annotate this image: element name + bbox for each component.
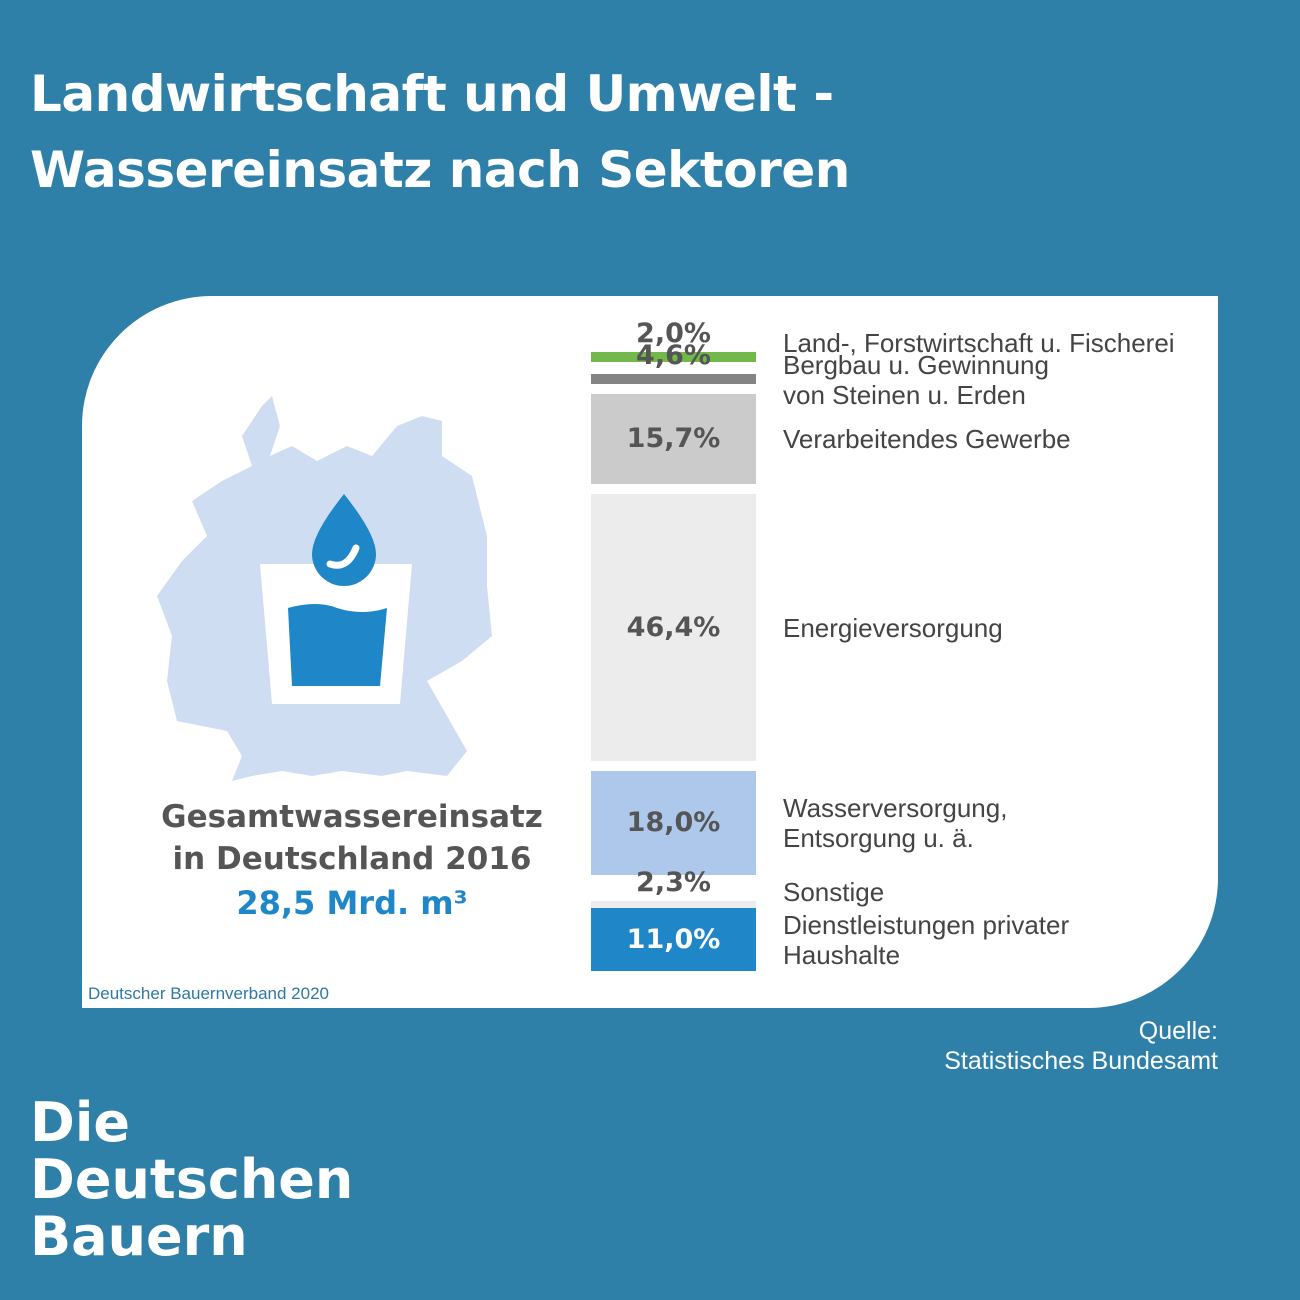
credit-text: Deutscher Bauernverband 2020 bbox=[88, 984, 329, 1003]
brand-line-3: Bauern bbox=[30, 1205, 248, 1268]
total-title-line-1: Gesamtwassereinsatz bbox=[161, 799, 543, 835]
bar-segment bbox=[591, 908, 756, 971]
bar-segment bbox=[591, 901, 756, 911]
bar-value-label: 2,3% bbox=[636, 867, 711, 898]
bar-value-label: 4,6% bbox=[636, 340, 711, 371]
brand-logo-text: Die Deutschen Bauern bbox=[30, 1094, 353, 1265]
water-in-glass bbox=[288, 604, 387, 686]
source-name: Statistisches Bundesamt bbox=[944, 1047, 1218, 1075]
brand-line-1: Die bbox=[30, 1091, 130, 1154]
bar-value-label: 11,0% bbox=[626, 923, 721, 955]
bar-segment bbox=[591, 771, 756, 875]
brand-line-2: Deutschen bbox=[30, 1148, 354, 1211]
title-line-2: Wassereinsatz nach Sektoren bbox=[30, 141, 850, 199]
source-note: Quelle: Statistisches Bundesamt bbox=[944, 1016, 1218, 1076]
bar-category-label: Bergbau u. Gewinnung von Steinen u. Erden bbox=[783, 350, 1049, 410]
germany-map bbox=[157, 396, 492, 781]
bar-category-label: Land-, Forstwirtschaft u. Fischerei bbox=[783, 328, 1175, 358]
bar-category-label: Dienstleistungen privater Haushalte bbox=[783, 909, 1070, 970]
bar-category-label: Sonstige bbox=[783, 877, 885, 907]
bar-value-label: 46,4% bbox=[626, 611, 721, 643]
drop-highlight bbox=[326, 544, 360, 569]
bar-value-label: 2,0% bbox=[636, 318, 711, 349]
bar-segment bbox=[591, 374, 756, 384]
bar-segment bbox=[591, 494, 756, 761]
title-line-1: Landwirtschaft und Umwelt - bbox=[30, 65, 834, 123]
bar-segment bbox=[591, 352, 756, 362]
page-title: Landwirtschaft und Umwelt - Wassereinsat… bbox=[30, 56, 850, 208]
total-value: 28,5 Mrd. m³ bbox=[236, 884, 468, 922]
bar-category-label: Wasserversorgung, Entsorgung u. ä. bbox=[783, 793, 1008, 853]
bar-category-label: Verarbeitendes Gewerbe bbox=[783, 424, 1071, 454]
total-summary: Gesamtwassereinsatz in Deutschland 2016 … bbox=[142, 796, 562, 926]
bar-segment bbox=[591, 394, 756, 484]
source-label: Quelle: bbox=[1138, 1017, 1218, 1045]
total-title-line-2: in Deutschland 2016 bbox=[172, 841, 532, 877]
chart-card: Gesamtwassereinsatz in Deutschland 2016 … bbox=[82, 296, 1218, 1008]
bar-value-label: 15,7% bbox=[626, 423, 721, 454]
bar-category-label: Energieversorgung bbox=[783, 612, 1003, 643]
bar-value-label: 18,0% bbox=[626, 807, 721, 838]
